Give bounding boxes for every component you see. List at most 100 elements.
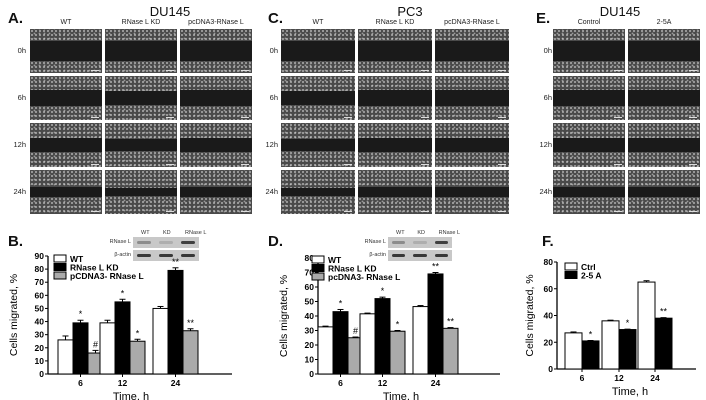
scratch-wound-micrograph — [553, 170, 625, 214]
panel-a-label: A. — [8, 10, 23, 27]
y-tick-label: 70 — [35, 277, 45, 287]
legend-entry: Ctrl — [581, 262, 596, 272]
blot-band — [181, 254, 195, 257]
scale-bar — [241, 163, 249, 165]
scale-bar — [344, 116, 352, 118]
scale-bar — [421, 116, 429, 118]
blot-band — [137, 254, 151, 257]
scale-bar — [241, 69, 249, 71]
scale-bar — [344, 210, 352, 212]
column-header: RNase L KD — [375, 19, 415, 26]
x-tick-label: 6 — [580, 373, 585, 383]
blot-lane-label: KD — [417, 230, 425, 236]
scratch-wound-micrograph — [180, 170, 252, 214]
blot-lane-label: WT — [141, 230, 150, 236]
blot-band — [434, 254, 448, 257]
significance-marker: ** — [187, 318, 195, 328]
scratch-wound-micrograph — [358, 123, 432, 167]
rnase-l-band-strip — [133, 237, 199, 248]
panel-d-label: D. — [268, 233, 283, 250]
blot-row-label: β-actin — [369, 252, 386, 258]
row-header-time: 24h — [13, 187, 26, 196]
scale-bar — [166, 163, 174, 165]
y-tick-label: 30 — [305, 326, 315, 336]
row-header-time: 6h — [543, 93, 552, 102]
x-tick-label: 6 — [78, 378, 83, 388]
scratch-wound-micrograph — [105, 29, 177, 73]
x-axis-label: Time, h — [612, 386, 648, 398]
significance-marker: * — [136, 328, 140, 338]
scratch-wound-micrograph — [30, 123, 102, 167]
scratch-wound-micrograph — [553, 76, 625, 120]
y-tick-label: 60 — [544, 284, 554, 294]
legend-entry: WT — [328, 255, 342, 265]
significance-marker: ** — [172, 257, 180, 267]
x-tick-label: 6 — [338, 378, 343, 388]
scratch-wound-micrograph — [180, 29, 252, 73]
scale-bar — [91, 210, 99, 212]
y-tick-label: 0 — [309, 369, 314, 379]
scratch-wound-micrograph — [553, 123, 625, 167]
scale-bar — [91, 116, 99, 118]
y-tick-label: 0 — [548, 364, 553, 374]
row-header-time: 12h — [539, 140, 552, 149]
y-tick-label: 20 — [544, 337, 554, 347]
scale-bar — [689, 210, 697, 212]
scale-bar — [344, 163, 352, 165]
row-header-time: 24h — [265, 187, 278, 196]
scale-bar — [421, 163, 429, 165]
scratch-wound-micrograph — [553, 29, 625, 73]
scale-bar — [498, 69, 506, 71]
y-tick-label: 10 — [305, 355, 315, 365]
legend-entry: RNase L KD — [70, 263, 119, 273]
legend-swatch — [311, 255, 325, 264]
blot-band — [181, 241, 195, 244]
rnase-l-band-strip — [388, 237, 452, 248]
scale-bar — [614, 210, 622, 212]
bar-2-5-a — [654, 317, 673, 370]
row-header-time: 24h — [539, 187, 552, 196]
bar-wt — [412, 306, 429, 375]
scratch-wound-micrograph — [358, 29, 432, 73]
bar-rnase-l-kd — [167, 269, 184, 375]
scale-bar — [614, 116, 622, 118]
legend-entry: pcDNA3- RNase L — [328, 272, 400, 282]
bar-2-5-a — [581, 340, 600, 370]
bar-rnase-l-kd — [427, 273, 444, 375]
column-header: pcDNA3-RNase L — [444, 19, 500, 26]
blot-band — [413, 254, 427, 257]
column-header: WT — [312, 19, 324, 26]
panel-b-label: B. — [8, 233, 23, 250]
y-tick-label: 30 — [35, 330, 45, 340]
blot-band — [392, 254, 406, 257]
scratch-wound-micrograph — [30, 76, 102, 120]
scale-bar — [91, 69, 99, 71]
y-tick-label: 40 — [305, 311, 315, 321]
column-header: pcDNA3-RNase L — [188, 19, 244, 26]
scratch-wound-micrograph — [628, 76, 700, 120]
legend-swatch — [53, 254, 67, 263]
blot-lane-label: RNase L — [185, 230, 207, 236]
panel-c-title: PC3 — [397, 4, 423, 19]
bar-rnase-l-kd — [72, 322, 89, 375]
scratch-wound-micrograph — [281, 170, 355, 214]
bar-rnase-l-kd — [374, 298, 391, 375]
panel-f-label: F. — [542, 233, 554, 250]
scale-bar — [241, 116, 249, 118]
panel-c-label: C. — [268, 10, 283, 27]
scale-bar — [498, 163, 506, 165]
scratch-wound-micrograph — [281, 123, 355, 167]
bar-rnase-l-kd — [114, 301, 131, 375]
bar-pcdna3-rnase-l — [442, 327, 459, 375]
y-tick-label: 40 — [35, 317, 45, 327]
legend-entry: 2-5 A — [581, 271, 601, 281]
bar-wt — [359, 313, 376, 375]
scale-bar — [498, 116, 506, 118]
legend-entry: pCDNA3- RNase L — [70, 271, 144, 281]
blot-lane-label: WT — [396, 230, 405, 236]
scratch-wound-micrograph — [180, 76, 252, 120]
bar-wt — [317, 326, 334, 375]
row-header-time: 0h — [269, 46, 278, 55]
scratch-wound-micrograph — [435, 170, 509, 214]
blot-band — [392, 241, 406, 244]
